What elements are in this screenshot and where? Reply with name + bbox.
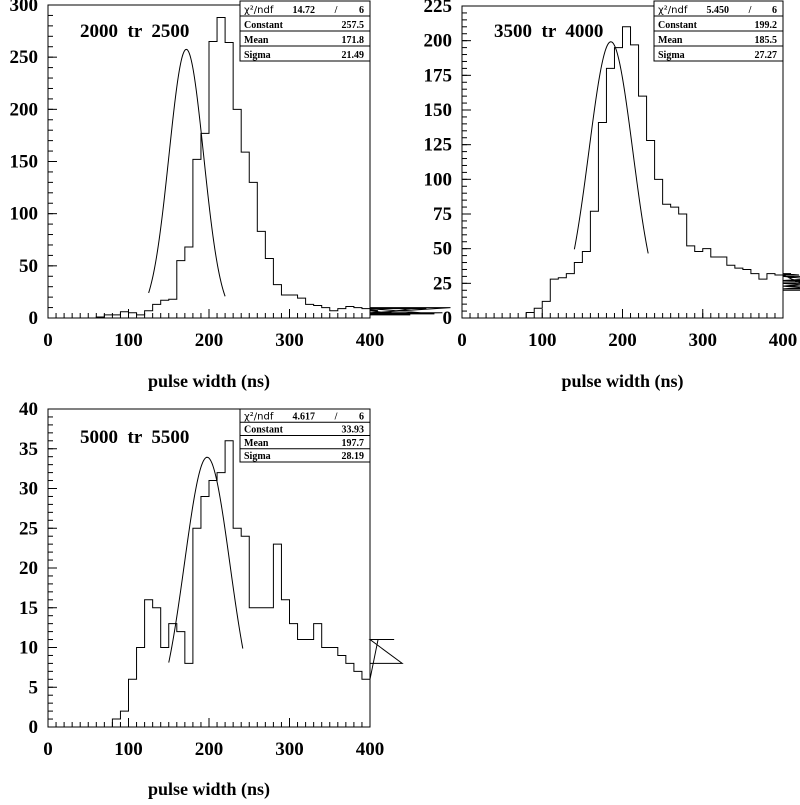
stats-chi2-label: χ²/ndf xyxy=(244,5,274,16)
stats-chi2-value: 5.450 xyxy=(707,5,730,16)
x-tick-label: 100 xyxy=(114,330,143,351)
x-tick-label: 400 xyxy=(769,330,798,351)
y-tick-label: 200 xyxy=(10,99,39,120)
histogram-steps xyxy=(48,441,402,727)
y-tick-label: 100 xyxy=(10,204,39,225)
histogram-steps xyxy=(462,27,800,318)
y-tick-label: 225 xyxy=(424,0,453,17)
y-tick-label: 175 xyxy=(424,65,453,86)
fit-stats-box: χ²/ndf 5.450 / 6 Constant 199.2 Mean 185.5 Sigma… xyxy=(654,1,783,61)
x-tick-label: 400 xyxy=(356,330,385,351)
y-tick-label: 10 xyxy=(19,638,38,659)
stats-ndf-value: 6 xyxy=(359,411,364,422)
y-tick-label: 250 xyxy=(10,47,39,68)
stats-param-label: Sigma xyxy=(658,50,685,61)
y-tick-label: 200 xyxy=(424,31,453,52)
stats-ndf-value: 6 xyxy=(359,5,364,16)
stats-chi2-separator: / xyxy=(334,5,338,16)
stats-chi2-separator: / xyxy=(748,5,752,16)
x-axis-title: pulse width (ns) xyxy=(561,371,683,392)
stats-param-value: 171.8 xyxy=(342,35,365,46)
y-tick-label: 50 xyxy=(433,239,452,260)
y-tick-label: 0 xyxy=(29,717,39,738)
stats-param-value: 197.7 xyxy=(342,438,365,449)
y-tick-label: 30 xyxy=(19,479,38,500)
y-tick-label: 300 xyxy=(10,0,39,16)
y-tick-label: 20 xyxy=(19,558,38,579)
x-tick-label: 0 xyxy=(457,330,467,351)
stats-param-value: 27.27 xyxy=(755,50,778,61)
y-tick-label: 125 xyxy=(424,135,453,156)
x-tick-label: 100 xyxy=(114,739,143,760)
panel-range-label: 3500 tr 4000 xyxy=(494,21,603,42)
stats-param-label: Constant xyxy=(244,425,284,436)
x-tick-label: 0 xyxy=(43,739,53,760)
x-tick-label: 400 xyxy=(356,739,385,760)
stats-param-label: Constant xyxy=(658,20,698,31)
y-tick-label: 40 xyxy=(19,399,38,420)
gaussian-fit-curve xyxy=(574,42,648,254)
y-tick-label: 25 xyxy=(19,518,38,539)
stats-param-label: Sigma xyxy=(244,50,271,61)
stats-param-value: 21.49 xyxy=(342,50,365,61)
y-tick-label: 150 xyxy=(424,100,453,121)
stats-ndf-value: 6 xyxy=(772,5,777,16)
stats-param-value: 257.5 xyxy=(342,20,365,31)
y-tick-label: 75 xyxy=(433,204,452,225)
stats-param-label: Mean xyxy=(658,35,683,46)
x-axis-title: pulse width (ns) xyxy=(148,779,270,800)
y-tick-label: 50 xyxy=(19,256,38,277)
fit-stats-box: χ²/ndf 4.617 / 6 Constant 33.93 Mean 197.7 Sigma… xyxy=(240,409,370,462)
x-axis-title: pulse width (ns) xyxy=(148,371,270,392)
stats-chi2-label: χ²/ndf xyxy=(244,411,274,422)
x-tick-label: 300 xyxy=(275,739,304,760)
y-tick-label: 5 xyxy=(29,677,39,698)
stats-chi2-separator: / xyxy=(334,411,338,422)
histogram-steps xyxy=(48,18,451,318)
y-tick-label: 25 xyxy=(433,273,452,294)
stats-param-label: Mean xyxy=(244,35,269,46)
y-tick-label: 0 xyxy=(29,308,39,329)
stats-chi2-label: χ²/ndf xyxy=(658,5,688,16)
x-tick-label: 0 xyxy=(43,330,53,351)
stats-param-value: 185.5 xyxy=(755,35,778,46)
x-tick-label: 200 xyxy=(608,330,637,351)
y-tick-label: 35 xyxy=(19,439,38,460)
panel-range-label: 2000 tr 2500 xyxy=(80,21,189,42)
stats-param-value: 199.2 xyxy=(755,20,778,31)
y-tick-label: 15 xyxy=(19,598,38,619)
stats-param-label: Constant xyxy=(244,20,284,31)
histogram-panel-2: 0 25 50 75 100 125 150 175 200 225 0 100 200 300 400 pu… xyxy=(424,0,800,392)
fit-stats-box: χ²/ndf 14.72 / 6 Constant 257.5 Mean 171.8 Sigma… xyxy=(240,1,370,61)
x-tick-label: 300 xyxy=(275,330,304,351)
gaussian-fit-curve xyxy=(149,49,225,296)
stats-param-label: Sigma xyxy=(244,451,271,462)
stats-param-value: 28.19 xyxy=(342,451,365,462)
y-tick-label: 150 xyxy=(10,152,39,173)
x-tick-label: 200 xyxy=(195,739,224,760)
stats-param-value: 33.93 xyxy=(342,425,365,436)
y-tick-label: 100 xyxy=(424,169,453,190)
stats-chi2-value: 4.617 xyxy=(293,411,316,422)
x-tick-label: 300 xyxy=(689,330,718,351)
stats-param-label: Mean xyxy=(244,438,269,449)
x-tick-label: 100 xyxy=(528,330,557,351)
y-tick-label: 0 xyxy=(443,308,453,329)
panel-range-label: 5000 tr 5500 xyxy=(80,427,189,448)
x-tick-label: 200 xyxy=(195,330,224,351)
stats-chi2-value: 14.72 xyxy=(293,5,316,16)
